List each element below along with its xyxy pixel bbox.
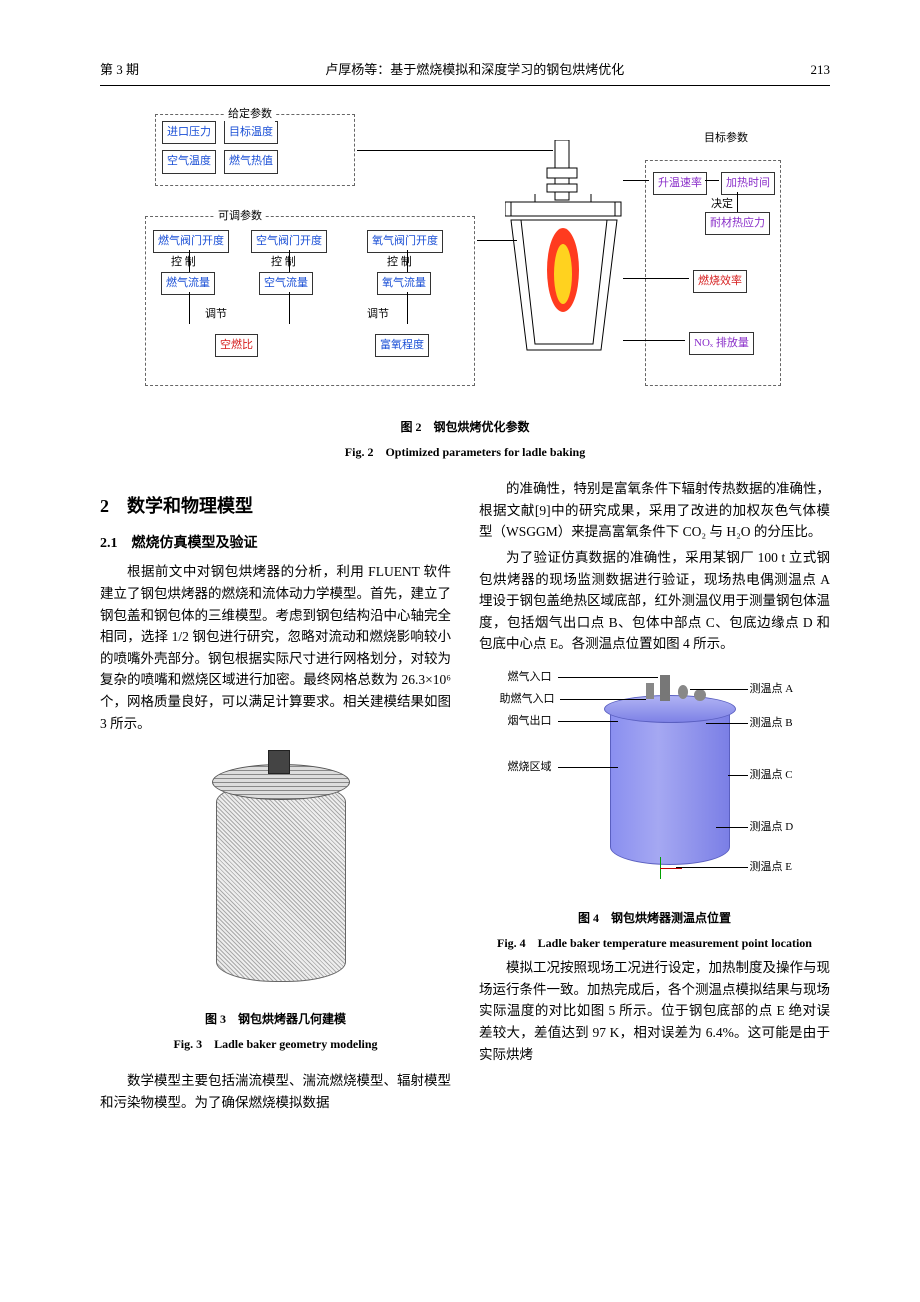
nox-box: NOₓ 排放量 — [689, 332, 754, 356]
decides-label: 决定 — [711, 196, 733, 214]
leader-a — [690, 689, 748, 690]
leader-c — [728, 775, 748, 776]
leader-comb — [558, 767, 618, 768]
mesh-cylinder — [216, 782, 346, 982]
ctrl-label-2: 控 制 — [271, 254, 296, 272]
figure-4-ladle: 燃气入口 助燃气入口 烟气出口 燃烧区域 测温点 A 测温点 B 测温点 C 测… — [500, 661, 810, 901]
target-temp-box: 目标温度 — [224, 121, 278, 145]
heat-time-box: 加热时间 — [721, 172, 775, 196]
para-2-1-4: 为了验证仿真数据的准确性，采用某钢厂 100 t 立式钢包烘烤器的现场监测数据进… — [479, 547, 830, 655]
oxy-level-box: 富氧程度 — [375, 334, 429, 358]
fig3-caption-en: Fig. 3 Ladle baker geometry modeling — [100, 1035, 451, 1054]
fig4-caption-en: Fig. 4 Ladle baker temperature measureme… — [479, 934, 830, 953]
issue-number: 第 3 期 — [100, 60, 139, 81]
leader-b — [706, 723, 748, 724]
leader-af-2 — [289, 292, 290, 324]
adjust-params-label: 可调参数 — [215, 208, 265, 226]
page-header: 第 3 期 卢厚杨等：基于燃烧模拟和深度学习的钢包烘烤优化 213 — [100, 60, 830, 86]
para-2-1-3: 的准确性，特别是富氧条件下辐射传热数据的准确性，根据文献[9]中的研究成果，采用… — [479, 478, 830, 543]
air-flow-box: 空气流量 — [259, 272, 313, 296]
aux-inlet-label: 助燃气入口 — [500, 691, 555, 709]
two-column-body: 2 数学和物理模型 2.1 燃烧仿真模型及验证 根据前文中对钢包烘烤器的分析，利… — [100, 478, 830, 1118]
fig2-caption-cn: 图 2 钢包烘烤优化参数 — [100, 418, 830, 437]
target-params-label: 目标参数 — [701, 130, 751, 148]
conn-2 — [623, 278, 689, 279]
leader-oxy — [407, 292, 408, 324]
fig4-caption-cn: 图 4 钢包烘烤器测温点位置 — [479, 909, 830, 928]
conn-3 — [623, 340, 685, 341]
running-title: 卢厚杨等：基于燃烧模拟和深度学习的钢包烘烤优化 — [139, 60, 810, 81]
figure-2-diagram: 进口压力 目标温度 空气温度 燃气热值 给定参数 可调参数 燃气阀门开度 空气阀… — [145, 110, 785, 410]
ladle-port-2 — [678, 685, 688, 699]
leader-d — [716, 827, 748, 828]
given-params-label: 给定参数 — [225, 106, 275, 124]
oxy-flow-box: 氧气流量 — [377, 272, 431, 296]
section-2-title: 2 数学和物理模型 — [100, 492, 451, 521]
right-column: 的准确性，特别是富氧条件下辐射传热数据的准确性，根据文献[9]中的研究成果，采用… — [479, 478, 830, 1118]
leader-e — [676, 867, 748, 868]
arrow-v3 — [407, 250, 408, 272]
point-a-label: 测温点 A — [750, 681, 794, 699]
left-column: 2 数学和物理模型 2.1 燃烧仿真模型及验证 根据前文中对钢包烘烤器的分析，利… — [100, 478, 451, 1118]
ladle-port-3 — [694, 689, 706, 701]
point-b-label: 测温点 B — [750, 715, 793, 733]
air-fuel-ratio-box: 空燃比 — [215, 334, 258, 358]
flue-out-label: 烟气出口 — [508, 713, 552, 731]
inlet-pressure-box: 进口压力 — [162, 121, 216, 145]
arrow-v1 — [189, 250, 190, 272]
tune-label-1: 调节 — [205, 306, 227, 324]
gas-heat-box: 燃气热值 — [224, 150, 278, 174]
efficiency-box: 燃烧效率 — [693, 270, 747, 294]
ctrl-label-3: 控 制 — [387, 254, 412, 272]
para-2-1-5: 模拟工况按照现场工况进行设定，加热制度及操作与现场运行条件一致。加热完成后，各个… — [479, 957, 830, 1065]
arrow-v2 — [289, 250, 290, 272]
thermal-stress-box: 耐材热应力 — [705, 212, 770, 236]
point-c-label: 测温点 C — [750, 767, 793, 785]
conn-given — [357, 150, 553, 151]
figure-3-mesh — [176, 742, 376, 1002]
para-2-1-2: 数学模型主要包括湍流模型、湍流燃烧模型、辐射模型和污染物模型。为了确保燃烧模拟数… — [100, 1070, 451, 1113]
leader-flue-out — [558, 721, 618, 722]
leader-gas-in — [558, 677, 658, 678]
fig2-caption-en: Fig. 2 Optimized parameters for ladle ba… — [100, 443, 830, 462]
mesh-cap — [268, 750, 290, 774]
page-number: 213 — [811, 60, 831, 81]
point-d-label: 测温点 D — [750, 819, 794, 837]
conn-adjust — [477, 240, 517, 241]
gas-flow-box: 燃气流量 — [161, 272, 215, 296]
gas-inlet-label: 燃气入口 — [508, 669, 552, 687]
ladle-stem — [660, 675, 670, 701]
conn-1 — [623, 180, 649, 181]
gas-valve-box: 燃气阀门开度 — [153, 230, 229, 254]
conn-decide — [737, 192, 738, 212]
ladle-port-1 — [646, 683, 654, 699]
section-2-1-title: 2.1 燃烧仿真模型及验证 — [100, 533, 451, 555]
ladle-svg — [505, 140, 625, 390]
ladle-body-3d — [610, 705, 730, 865]
point-e-label: 测温点 E — [750, 859, 792, 877]
leader-aux-in — [560, 699, 646, 700]
fig3-caption-cn: 图 3 钢包烘烤器几何建模 — [100, 1010, 451, 1029]
oxy-valve-box: 氧气阀门开度 — [367, 230, 443, 254]
axis-x — [660, 868, 682, 869]
comb-zone-label: 燃烧区域 — [508, 759, 552, 777]
tune-label-2: 调节 — [367, 306, 389, 324]
para-2-1-1: 根据前文中对钢包烘烤器的分析，利用 FLUENT 软件建立了钢包烘烤器的燃烧和流… — [100, 561, 451, 734]
given-params-group: 进口压力 目标温度 空气温度 燃气热值 — [155, 114, 355, 186]
air-temp-box: 空气温度 — [162, 150, 216, 174]
heat-rate-box: 升温速率 — [653, 172, 707, 196]
ctrl-label-1: 控 制 — [171, 254, 196, 272]
conn-1b — [705, 180, 719, 181]
leader-af-1 — [189, 292, 190, 324]
ladle-schematic — [505, 140, 625, 390]
